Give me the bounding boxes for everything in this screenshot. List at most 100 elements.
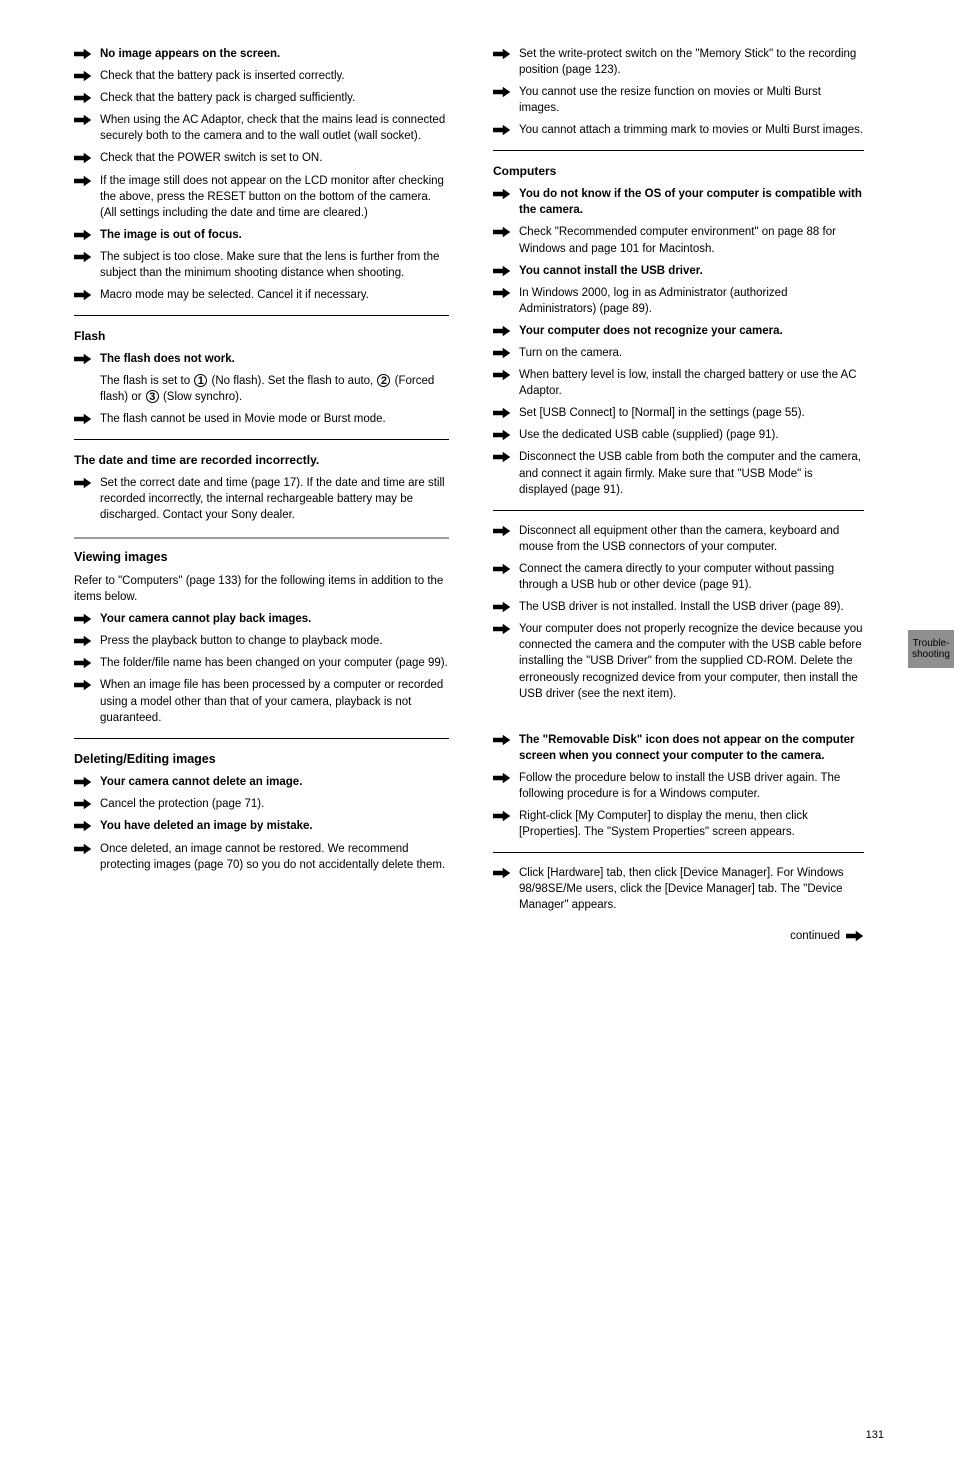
item-text: Macro mode may be selected. Cancel it if… bbox=[100, 287, 449, 303]
list-item: Check "Recommended computer environment"… bbox=[493, 224, 864, 256]
item-text: If the image still does not appear on th… bbox=[100, 173, 449, 221]
arrow-right-icon bbox=[493, 600, 511, 614]
arrow-right-icon bbox=[74, 412, 92, 426]
list-item: You have deleted an image by mistake. bbox=[74, 818, 449, 834]
divider bbox=[74, 315, 449, 316]
divider-thick bbox=[74, 537, 449, 539]
item-text: Set [USB Connect] to [Normal] in the set… bbox=[519, 405, 864, 421]
list-item: You cannot attach a trimming mark to mov… bbox=[493, 122, 864, 138]
item-text: Set the write-protect switch on the "Mem… bbox=[519, 46, 864, 78]
arrow-right-icon bbox=[74, 612, 92, 626]
item-text: You do not know if the OS of your comput… bbox=[519, 186, 864, 218]
arrow-right-icon bbox=[493, 771, 511, 785]
list-item: Check that the battery pack is charged s… bbox=[74, 90, 449, 106]
arrow-right-icon bbox=[493, 85, 511, 99]
list-item: In Windows 2000, log in as Administrator… bbox=[493, 285, 864, 317]
paragraph: Refer to "Computers" (page 133) for the … bbox=[74, 573, 449, 605]
list-item: No image appears on the screen. bbox=[74, 46, 449, 62]
item-text: Your camera cannot delete an image. bbox=[100, 774, 449, 790]
arrow-right-icon bbox=[493, 47, 511, 61]
item-text: Set the correct date and time (page 17).… bbox=[100, 475, 449, 523]
arrow-right-icon bbox=[493, 123, 511, 137]
list-item: Check that the POWER switch is set to ON… bbox=[74, 150, 449, 166]
page-number: 131 bbox=[866, 1429, 884, 1441]
list-item: Check that the battery pack is inserted … bbox=[74, 68, 449, 84]
divider bbox=[74, 738, 449, 739]
subhead: Viewing images bbox=[74, 549, 449, 567]
arrow-right-icon bbox=[74, 47, 92, 61]
list-item: Click [Hardware] tab, then click [Device… bbox=[493, 865, 864, 913]
item-text: When an image file has been processed by… bbox=[100, 677, 449, 725]
item-text: Cancel the protection (page 71). bbox=[100, 796, 449, 812]
list-item: The USB driver is not installed. Install… bbox=[493, 599, 864, 615]
arrow-right-icon bbox=[74, 775, 92, 789]
arrow-right-icon bbox=[493, 346, 511, 360]
item-text: Disconnect all equipment other than the … bbox=[519, 523, 864, 555]
circled-3-icon: 3 bbox=[146, 390, 159, 403]
text-fragment: (No flash). Set the flash to auto, bbox=[212, 375, 377, 387]
list-item: When using the AC Adaptor, check that th… bbox=[74, 112, 449, 144]
list-item: When battery level is low, install the c… bbox=[493, 367, 864, 399]
col-left: No image appears on the screen. Check th… bbox=[54, 40, 469, 1443]
text-fragment: The flash is set to bbox=[100, 375, 193, 387]
list-item: Your computer does not recognize your ca… bbox=[493, 323, 864, 339]
list-item: Press the playback button to change to p… bbox=[74, 633, 449, 649]
arrow-right-icon bbox=[493, 809, 511, 823]
arrow-right-icon bbox=[493, 368, 511, 382]
item-text: The image is out of focus. bbox=[100, 227, 449, 243]
list-item: Right-click [My Computer] to display the… bbox=[493, 808, 864, 840]
arrow-right-icon bbox=[493, 562, 511, 576]
arrow-right-icon bbox=[74, 151, 92, 165]
arrow-right-icon bbox=[493, 187, 511, 201]
list-item: Connect the camera directly to your comp… bbox=[493, 561, 864, 593]
arrow-right-icon bbox=[74, 797, 92, 811]
section-title: Flash bbox=[74, 328, 449, 345]
arrow-right-icon bbox=[74, 634, 92, 648]
list-item: The folder/file name has been changed on… bbox=[74, 655, 449, 671]
arrow-right-icon bbox=[493, 866, 511, 880]
list-item: The "Removable Disk" icon does not appea… bbox=[493, 732, 864, 764]
list-item: Macro mode may be selected. Cancel it if… bbox=[74, 287, 449, 303]
item-text: Your camera cannot play back images. bbox=[100, 611, 449, 627]
list-item: Once deleted, an image cannot be restore… bbox=[74, 841, 449, 873]
continued-label: continued bbox=[790, 928, 840, 944]
list-item: The flash does not work. bbox=[74, 351, 449, 367]
list-item: Set the correct date and time (page 17).… bbox=[74, 475, 449, 523]
arrow-right-icon bbox=[74, 174, 92, 188]
arrow-right-icon bbox=[74, 656, 92, 670]
list-item: The flash cannot be used in Movie mode o… bbox=[74, 411, 449, 427]
arrow-right-icon bbox=[74, 819, 92, 833]
arrow-right-icon bbox=[493, 622, 511, 636]
list-item: You cannot install the USB driver. bbox=[493, 263, 864, 279]
divider bbox=[493, 510, 864, 511]
list-item: Disconnect the USB cable from both the c… bbox=[493, 449, 864, 497]
list-item: Turn on the camera. bbox=[493, 345, 864, 361]
side-tab: Trouble-shooting bbox=[908, 630, 954, 668]
page: Trouble-shooting No image appears on the… bbox=[0, 0, 954, 1483]
item-text: The flash cannot be used in Movie mode o… bbox=[100, 411, 449, 427]
item-text: Click [Hardware] tab, then click [Device… bbox=[519, 865, 864, 913]
list-item: Your camera cannot play back images. bbox=[74, 611, 449, 627]
arrow-right-icon bbox=[74, 91, 92, 105]
arrow-right-icon bbox=[493, 286, 511, 300]
item-text: In Windows 2000, log in as Administrator… bbox=[519, 285, 864, 317]
arrow-right-icon bbox=[493, 406, 511, 420]
item-text: The "Removable Disk" icon does not appea… bbox=[519, 732, 864, 764]
item-text: Check "Recommended computer environment"… bbox=[519, 224, 864, 256]
arrow-right-icon bbox=[74, 228, 92, 242]
continued: continued bbox=[493, 928, 864, 944]
arrow-right-icon bbox=[493, 264, 511, 278]
item-text: You cannot attach a trimming mark to mov… bbox=[519, 122, 864, 138]
circled-line: The flash is set to 1 (No flash). Set th… bbox=[100, 373, 449, 405]
arrow-right-icon bbox=[74, 69, 92, 83]
arrow-right-icon bbox=[493, 428, 511, 442]
list-item: When an image file has been processed by… bbox=[74, 677, 449, 725]
section-title: Computers bbox=[493, 163, 864, 180]
divider bbox=[493, 150, 864, 151]
subhead: Deleting/Editing images bbox=[74, 751, 449, 769]
columns: No image appears on the screen. Check th… bbox=[0, 0, 954, 1483]
list-item: Cancel the protection (page 71). bbox=[74, 796, 449, 812]
item-text: The subject is too close. Make sure that… bbox=[100, 249, 449, 281]
item-text: The USB driver is not installed. Install… bbox=[519, 599, 864, 615]
arrow-right-icon bbox=[74, 352, 92, 366]
